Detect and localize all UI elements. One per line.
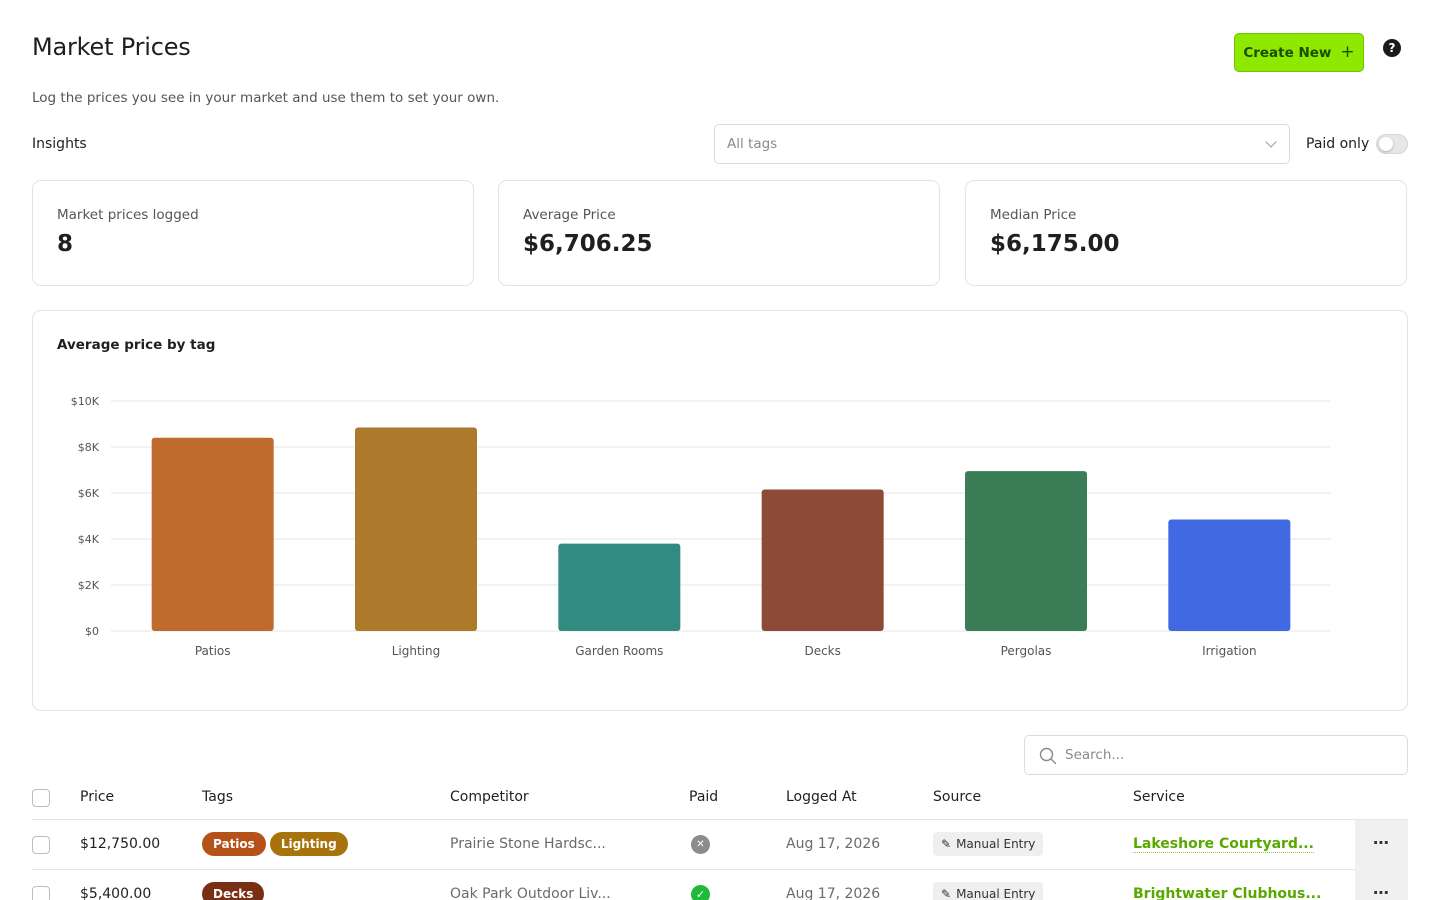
tag-badge[interactable]: Lighting [269, 832, 348, 856]
search-icon [1039, 747, 1057, 765]
source-label: Manual Entry [956, 887, 1036, 900]
create-new-button[interactable]: Create New + [1234, 33, 1364, 72]
insights-label: Insights [32, 136, 87, 152]
service-cell: Lakeshore Courtyard... [1133, 836, 1314, 853]
source-cell: ✎ Manual Entry [933, 832, 1044, 856]
logged-at-cell: Aug 17, 2026 [786, 886, 881, 900]
bar-garden-rooms [558, 543, 681, 631]
source-cell: ✎ Manual Entry [933, 882, 1044, 900]
y-tick-label: $2K [78, 579, 100, 592]
search-input[interactable]: Search... [1024, 735, 1408, 775]
search-placeholder: Search... [1065, 747, 1125, 763]
paid-only-toggle[interactable] [1376, 134, 1408, 154]
tag-badge[interactable]: Patios [202, 832, 266, 856]
column-header-service[interactable]: Service [1133, 789, 1185, 805]
source-badge: ✎ Manual Entry [933, 882, 1044, 900]
stat-value: $6,706.25 [523, 231, 653, 257]
bar-pergolas [965, 471, 1087, 631]
x-tick-label: Lighting [392, 644, 441, 658]
x-tick-label: Decks [804, 644, 840, 658]
bar-chart: $10K $8K $6K $4K $2K $0 Patios Lighting Garden R… [71, 395, 1331, 658]
row-more-button[interactable]: ⋯ [1355, 870, 1408, 900]
source-label: Manual Entry [956, 837, 1036, 851]
paid-cell: ✕ [691, 835, 710, 854]
edit-icon: ✎ [941, 837, 952, 851]
y-tick-label: $8K [78, 441, 100, 454]
column-header-source[interactable]: Source [933, 789, 982, 805]
y-tick-label: $10K [71, 395, 100, 408]
x-tick-label: Garden Rooms [575, 644, 663, 658]
column-header-paid[interactable]: Paid [689, 789, 719, 805]
row-more-button[interactable]: ⋯ [1355, 820, 1408, 870]
bar-lighting [355, 427, 477, 631]
select-all-checkbox[interactable] [32, 789, 50, 807]
column-header-logged-at[interactable]: Logged At [786, 789, 857, 805]
y-tick-label: $6K [78, 487, 100, 500]
not-paid-icon: ✕ [691, 835, 710, 854]
more-horizontal-icon: ⋯ [1373, 832, 1390, 852]
y-tick-label: $0 [85, 625, 99, 638]
competitor-cell: Oak Park Outdoor Liv... [450, 886, 611, 900]
bar-patios [151, 437, 274, 631]
column-header-price[interactable]: Price [80, 789, 115, 805]
table-row[interactable]: $5,400.00 Decks Oak Park Outdoor Liv... … [32, 870, 1408, 900]
row-checkbox[interactable] [32, 886, 50, 900]
stat-card-median-price: Median Price $6,175.00 [965, 180, 1407, 286]
stat-value: 8 [57, 231, 74, 257]
toggle-knob [1379, 137, 1393, 151]
chart-title: Average price by tag [57, 337, 216, 353]
edit-icon: ✎ [941, 887, 952, 900]
stat-label: Median Price [990, 207, 1077, 223]
x-tick-label: Pergolas [1001, 644, 1052, 658]
row-checkbox[interactable] [32, 836, 50, 854]
tag-badge[interactable]: Decks [202, 882, 265, 900]
x-tick-label: Irrigation [1202, 644, 1257, 658]
stat-card-prices-logged: Market prices logged 8 [32, 180, 474, 286]
chart-card: Average price by tag $10K $8K $6K $4K $2K $0 P… [32, 310, 1408, 711]
help-circle-icon[interactable]: ? [1383, 39, 1401, 57]
chevron-down-icon [1265, 136, 1277, 148]
create-new-label: Create New [1243, 44, 1332, 61]
price-cell: $12,750.00 [80, 836, 161, 852]
bar-decks [761, 489, 884, 631]
column-header-tags[interactable]: Tags [202, 789, 233, 805]
paid-only-label: Paid only [1306, 136, 1370, 152]
more-horizontal-icon: ⋯ [1373, 882, 1390, 900]
page-title: Market Prices [32, 33, 191, 61]
page-subtitle: Log the prices you see in your market an… [32, 90, 500, 106]
price-cell: $5,400.00 [80, 886, 152, 900]
bar-irrigation [1168, 519, 1291, 631]
competitor-cell: Prairie Stone Hardsc... [450, 836, 606, 852]
service-cell: Brightwater Clubhous... [1133, 886, 1322, 900]
tags-select-placeholder: All tags [727, 136, 778, 152]
tags-cell: Patios Lighting [202, 832, 352, 856]
x-tick-label: Patios [195, 644, 231, 658]
paid-cell: ✓ [691, 885, 710, 900]
service-link[interactable]: Lakeshore Courtyard... [1133, 836, 1314, 853]
y-tick-label: $4K [78, 533, 100, 546]
service-link[interactable]: Brightwater Clubhous... [1133, 886, 1322, 900]
stat-value: $6,175.00 [990, 231, 1120, 257]
stat-card-average-price: Average Price $6,706.25 [498, 180, 940, 286]
plus-icon: + [1340, 42, 1355, 62]
column-header-competitor[interactable]: Competitor [450, 789, 529, 805]
paid-check-icon: ✓ [691, 885, 710, 900]
table-row[interactable]: $12,750.00 Patios Lighting Prairie Stone … [32, 820, 1408, 870]
table-header: Price Tags Competitor Paid Logged At Sou… [32, 776, 1408, 820]
tags-select[interactable]: All tags [714, 124, 1290, 164]
tags-cell: Decks [202, 882, 268, 900]
source-badge: ✎ Manual Entry [933, 832, 1044, 856]
logged-at-cell: Aug 17, 2026 [786, 836, 881, 852]
stat-label: Average Price [523, 207, 616, 223]
stat-label: Market prices logged [57, 207, 199, 223]
